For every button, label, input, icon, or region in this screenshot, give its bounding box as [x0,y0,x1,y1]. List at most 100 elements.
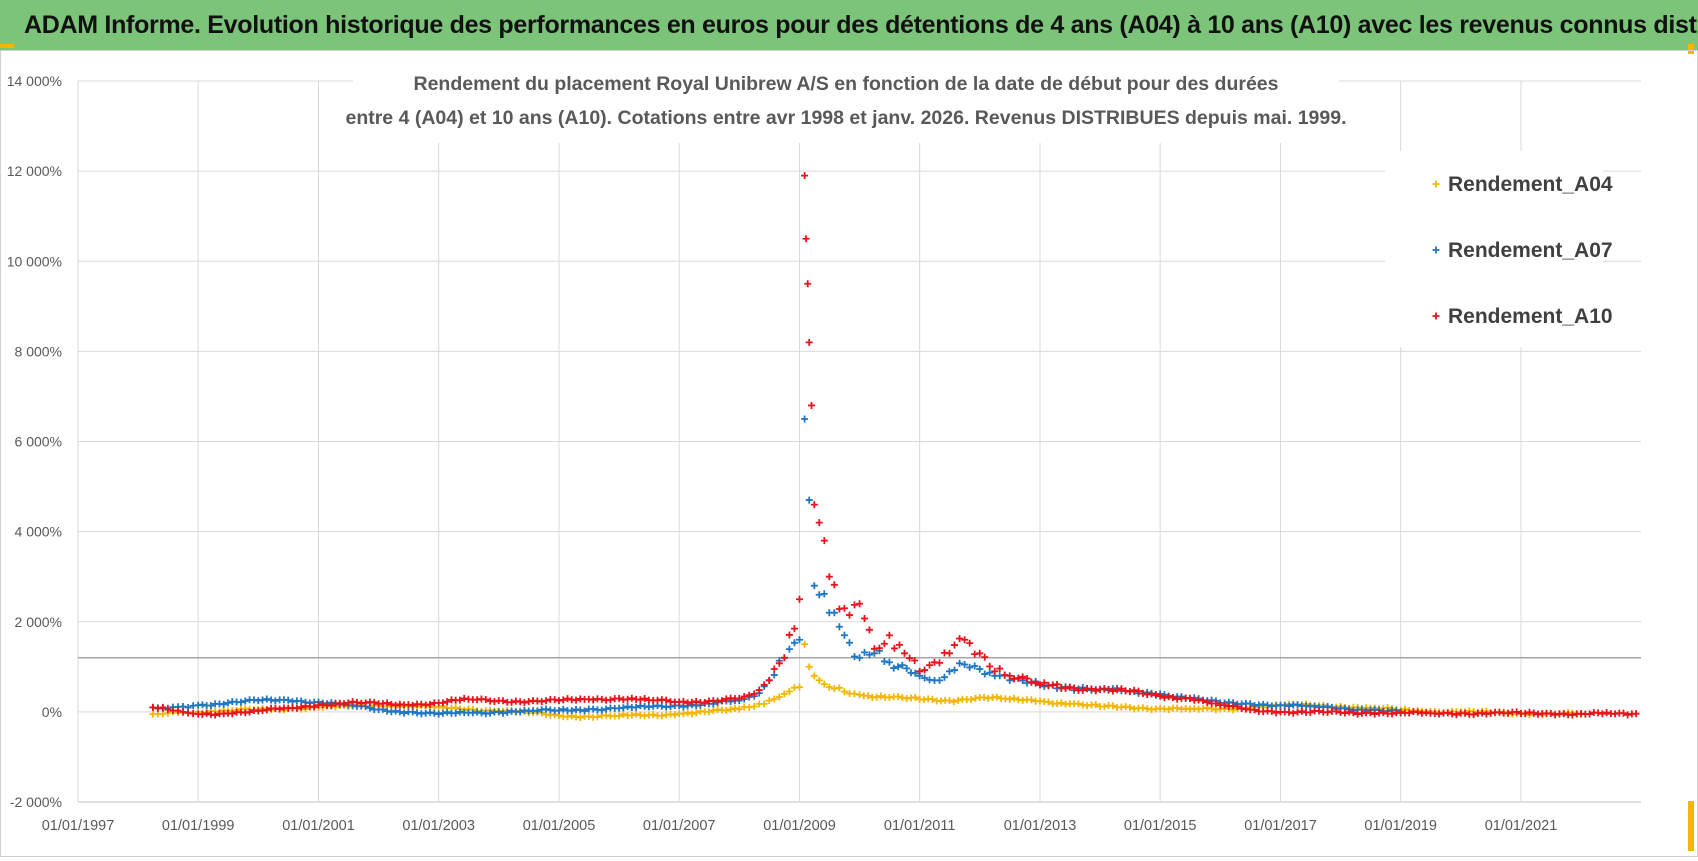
legend-label: Rendement_A10 [1448,305,1613,328]
data-point [1203,698,1211,706]
data-point [1306,708,1314,716]
data-point [1045,698,1053,706]
data-point [945,667,953,675]
data-point [775,659,783,667]
data-point [615,712,623,720]
data-point [1324,708,1332,716]
y-tick-label: 4 000% [15,524,62,540]
data-point [760,681,768,689]
data-point [430,709,438,717]
data-point [542,697,550,705]
data-point [898,661,906,669]
y-tick-label: 12 000% [7,163,62,179]
data-point [443,708,451,716]
data-point [692,709,700,717]
data-point [1298,707,1306,715]
x-tick-label: 01/01/1999 [162,818,235,834]
data-point [276,705,284,713]
data-point [533,707,541,715]
x-tick-label: 01/01/1997 [42,818,115,834]
data-point [770,665,778,673]
data-point [1452,711,1460,719]
data-point [880,640,888,648]
data-point [1414,708,1422,716]
data-point [851,653,859,661]
data-point [1233,702,1241,710]
data-point [559,705,567,713]
data-point [1109,687,1117,695]
chart-area: -2 000% 0% 2 000% 4 000% 6 000% 8 000% 10 000%… [0,50,1698,857]
data-point [1079,686,1087,694]
data-point [856,654,864,662]
data-point [705,708,713,716]
data-point [366,704,374,712]
data-point [835,623,843,631]
data-point [1087,685,1095,693]
data-point [1551,711,1559,719]
data-point [981,653,989,661]
data-point [966,639,974,647]
data-point [727,705,735,713]
data-point [551,696,559,704]
data-point [486,709,494,717]
data-point [443,698,451,706]
data-point [790,639,798,647]
data-point [1156,692,1164,700]
legend: Rendement_A04 Rendement_A07 Rendement_A10 [1385,151,1613,347]
data-point [1624,711,1632,719]
data-point [1379,709,1387,717]
data-point [1294,701,1302,709]
y-tick-label: 2 000% [15,614,62,630]
data-point [911,693,919,701]
data-point [856,691,864,699]
data-point [801,640,809,648]
data-point [1495,708,1503,716]
data-point [804,280,812,288]
series-Rendement_A10 [149,172,1640,719]
data-point [851,601,859,609]
data-point [628,694,636,702]
data-point [572,696,580,704]
data-point [1169,694,1177,702]
chart-svg: -2 000% 0% 2 000% 4 000% 6 000% 8 000% 10 000%… [7,61,1641,834]
x-tick-label: 01/01/2015 [1124,818,1197,834]
data-point [1315,707,1323,715]
data-point [1560,710,1568,718]
data-point [875,644,883,652]
data-point [1246,700,1254,708]
data-point [940,673,948,681]
x-tick-label: 01/01/2007 [643,818,716,834]
data-point [435,710,443,718]
data-point [950,698,958,706]
data-point [460,694,468,702]
data-point [237,698,245,706]
data-point [921,666,929,674]
data-point [598,706,606,714]
data-point [1160,694,1168,702]
data-point [1405,709,1413,717]
x-tick-label: 01/01/2013 [1004,818,1077,834]
data-point [641,695,649,703]
data-point [835,684,843,692]
data-point [961,661,969,669]
data-point [911,656,919,664]
data-point [1135,687,1143,695]
data-point [966,663,974,671]
data-point [770,695,778,703]
data-point [921,674,929,682]
data-point [976,649,984,657]
data-point [1126,688,1134,696]
legend-marker [1432,246,1440,254]
data-point [780,654,788,662]
x-tick-labels: 01/01/1997 01/01/1999 01/01/2001 01/01/2003… [42,818,1558,834]
data-point [945,697,953,705]
data-point [1632,710,1640,718]
data-point [559,696,567,704]
data-point [1023,675,1031,683]
data-point [1062,684,1070,692]
data-point [1105,685,1113,693]
legend-marker [1432,180,1440,188]
title-background [353,61,1339,143]
data-point [482,695,490,703]
data-point [718,697,726,705]
